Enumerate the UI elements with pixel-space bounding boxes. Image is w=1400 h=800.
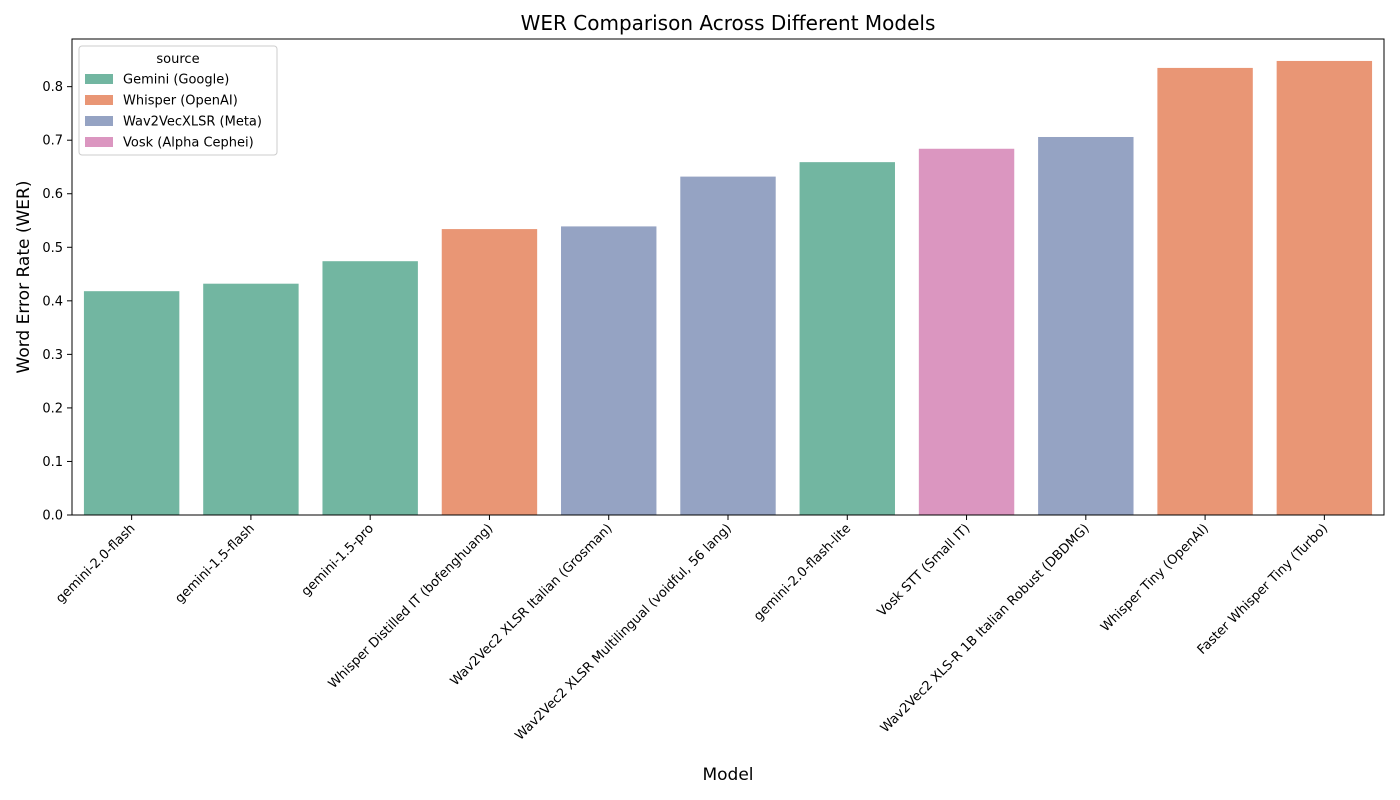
bar-1: [203, 283, 299, 515]
y-tick-label: 0.1: [42, 455, 63, 470]
y-tick-label: 0.6: [42, 187, 63, 202]
y-tick-label: 0.8: [42, 80, 63, 95]
y-axis: 0.0 0.1 0.2 0.3 0.4 0.5 0.6 0.7 0.8: [42, 80, 72, 524]
x-axis-title: Model: [702, 765, 753, 785]
bar-2: [322, 261, 418, 515]
bar-6: [799, 162, 895, 516]
legend-label: Gemini (Google): [123, 73, 229, 88]
bar-8: [1038, 136, 1134, 515]
legend-swatch: [85, 116, 113, 126]
chart-title: WER Comparison Across Different Models: [521, 11, 936, 35]
y-tick-label: 0.0: [42, 509, 63, 524]
legend-label: Wav2VecXLSR (Meta): [123, 115, 262, 130]
y-tick-label: 0.7: [42, 134, 63, 149]
y-tick-label: 0.3: [42, 348, 63, 363]
y-tick-label: 0.2: [42, 401, 63, 416]
legend-title: source: [156, 52, 199, 67]
legend-swatch: [85, 95, 113, 105]
bar-7: [918, 148, 1015, 515]
legend-label: Vosk (Alpha Cephei): [123, 136, 254, 151]
y-tick-label: 0.4: [42, 294, 63, 309]
bar-5: [680, 176, 776, 515]
legend: source Gemini (Google) Whisper (OpenAI) Wav…: [78, 45, 278, 156]
y-axis-title: Word Error Rate (WER): [14, 181, 34, 374]
legend-swatch: [85, 137, 113, 147]
y-tick-label: 0.5: [42, 241, 63, 256]
bars-group: [83, 60, 1373, 516]
bar-4: [561, 226, 657, 515]
legend-box: [78, 45, 278, 156]
legend-label: Whisper (OpenAI): [123, 94, 238, 109]
bar-0: [83, 291, 180, 515]
legend-swatch: [85, 74, 113, 84]
bar-3: [441, 229, 538, 515]
bar-9: [1157, 67, 1253, 515]
bar-10: [1276, 60, 1373, 515]
